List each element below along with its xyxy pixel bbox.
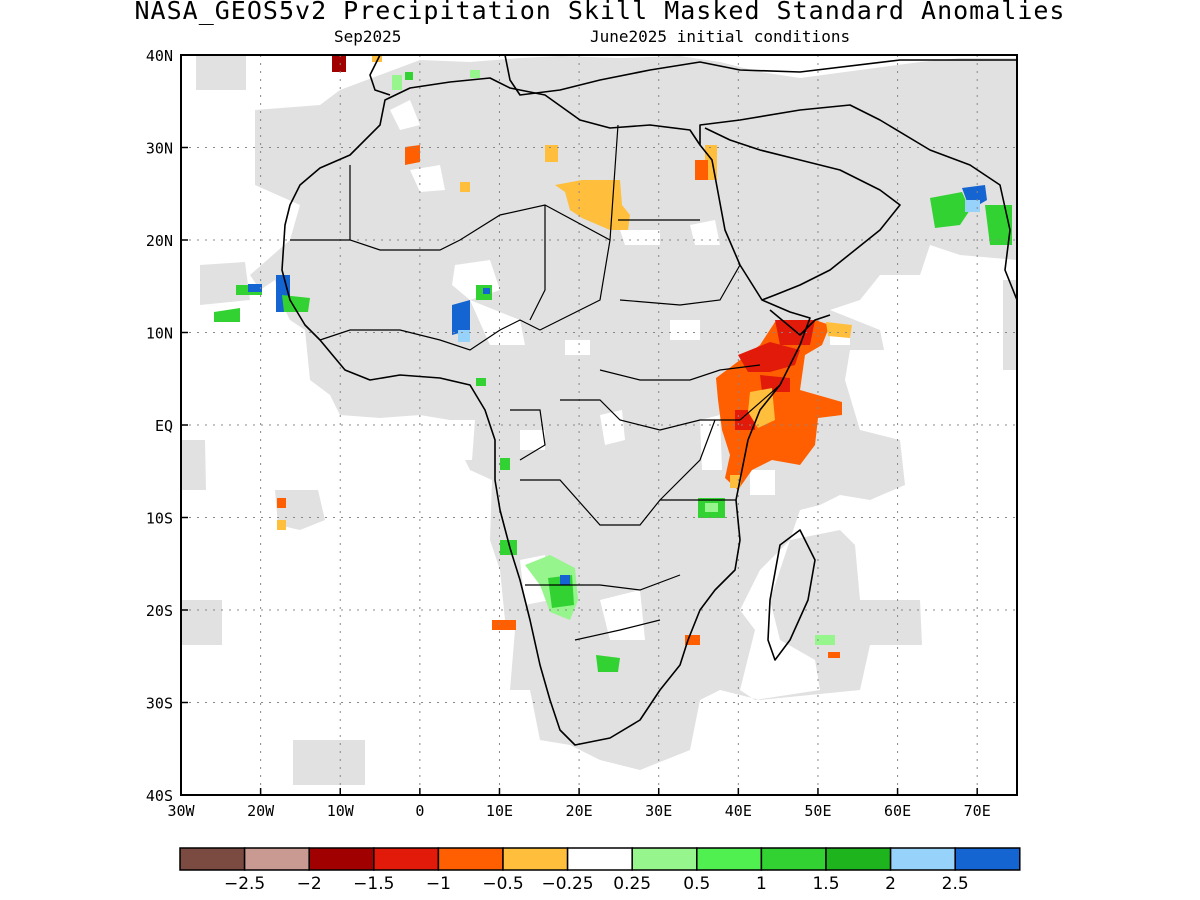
colorbar-label: 1.5 xyxy=(812,874,839,894)
lat-tick-label: 10S xyxy=(146,510,173,528)
colorbar-swatch xyxy=(179,847,246,871)
coastlines xyxy=(281,55,1017,746)
valid-month: Sep2025 xyxy=(334,27,402,46)
lat-tick-label: 20S xyxy=(146,602,173,620)
colorbar-label: 1 xyxy=(756,874,767,894)
lon-tick-label: 10E xyxy=(486,802,513,820)
lat-tick-label: 30N xyxy=(146,140,173,158)
colorbar-label: −2 xyxy=(297,874,322,894)
lat-tick-label: 40N xyxy=(146,47,173,65)
colorbar-swatch xyxy=(243,847,310,871)
lon-tick-label: 30E xyxy=(645,802,672,820)
lon-tick-label: 20E xyxy=(566,802,593,820)
country-borders xyxy=(290,124,781,641)
colorbar: −2.5 −2 −1.5 −1 −0.5 −0.25 0.25 0.5 1 1.5 2 2.5 xyxy=(179,847,1021,894)
lat-tick-label: 30S xyxy=(146,695,173,713)
initial-conditions: June2025 initial conditions xyxy=(590,27,851,46)
colorbar-swatch xyxy=(889,847,956,871)
lon-tick-label: 60E xyxy=(884,802,911,820)
colorbar-swatch xyxy=(760,847,827,871)
lon-tick-label: 70E xyxy=(964,802,991,820)
colorbar-label: −2.5 xyxy=(224,874,265,894)
lon-tick-label: 10W xyxy=(327,802,355,820)
chart-title: NASA_GEOS5v2 Precipitation Skill Masked … xyxy=(134,0,1066,25)
lon-tick-label: 20W xyxy=(247,802,275,820)
colorbar-swatch xyxy=(696,847,763,871)
colorbar-swatch xyxy=(308,847,375,871)
colorbar-swatch xyxy=(631,847,698,871)
lat-tick-label: 20N xyxy=(146,232,173,250)
colorbar-swatch xyxy=(566,847,633,871)
colorbar-label: 0.25 xyxy=(613,874,651,894)
colorbar-label: −1 xyxy=(426,874,451,894)
lat-tick-label: 40S xyxy=(146,787,173,805)
lon-tick-label: 0 xyxy=(415,802,424,820)
colorbar-label: −0.5 xyxy=(482,874,523,894)
colorbar-label: 2 xyxy=(885,874,896,894)
lon-tick-label: 40E xyxy=(725,802,752,820)
colorbar-label: −0.25 xyxy=(542,874,594,894)
axis-ticks: 30W 20W 10W 0 10E 20E 30E 40E 50E 60E 70E 40N 30N 20N… xyxy=(146,47,991,820)
colorbar-swatch xyxy=(502,847,569,871)
colorbar-swatch xyxy=(373,847,440,871)
colorbar-label: 2.5 xyxy=(942,874,969,894)
lat-tick-label: EQ xyxy=(155,417,173,435)
colorbar-label: 0.5 xyxy=(683,874,710,894)
lon-tick-label: 30W xyxy=(167,802,195,820)
colorbar-swatch xyxy=(954,847,1021,871)
graticule xyxy=(181,55,1017,795)
colorbar-swatch xyxy=(825,847,892,871)
lat-tick-label: 10N xyxy=(146,325,173,343)
colorbar-label: −1.5 xyxy=(353,874,394,894)
skill-mask-region xyxy=(181,55,1017,785)
lon-tick-label: 50E xyxy=(804,802,831,820)
colorbar-swatch xyxy=(437,847,504,871)
